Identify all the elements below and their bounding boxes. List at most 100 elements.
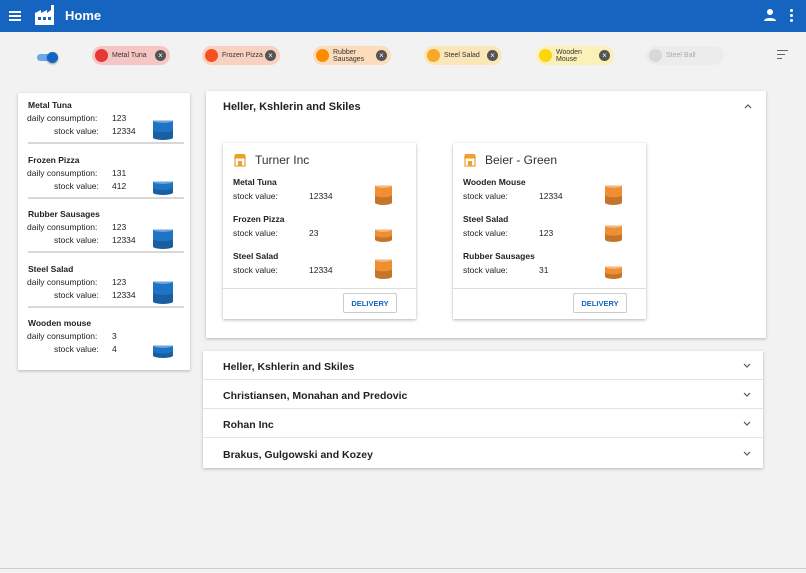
product-name: Rubber Sausages: [463, 251, 535, 261]
stock-item: Wooden mouse daily consumption: 3 stock val…: [18, 318, 190, 372]
close-icon[interactable]: ×: [487, 50, 498, 61]
chip-color-dot: [427, 49, 440, 62]
filter-list-icon[interactable]: [777, 50, 788, 59]
divider: [0, 568, 806, 569]
filter-chip[interactable]: Rubber Sausages ×: [313, 46, 391, 65]
divider: [453, 288, 646, 289]
chip-label: Wooden Mouse: [556, 48, 582, 63]
accordion-title: Brakus, Gulgowski and Kozey: [223, 448, 373, 461]
accordion-title: Rohan Inc: [223, 419, 274, 432]
divider: [28, 251, 184, 253]
close-icon[interactable]: ×: [155, 50, 166, 61]
chip-color-dot: [539, 49, 552, 62]
stock-item-name: Frozen Pizza: [28, 154, 80, 165]
chip-label: Metal Tuna: [112, 52, 147, 59]
stock-level-icon: [153, 227, 173, 254]
daily-consumption-label: daily consumption:: [27, 276, 98, 287]
accordion-title: Christiansen, Monahan and Predovic: [223, 390, 408, 403]
product-row: Steel Salad stock value: 12334: [223, 251, 416, 285]
product-row: Frozen Pizza stock value: 23: [223, 214, 416, 248]
chevron-down-icon[interactable]: [743, 451, 751, 457]
stock-value-label: stock value:: [233, 265, 278, 275]
filter-chip[interactable]: Steel Salad ×: [424, 46, 502, 65]
delivery-button[interactable]: DELIVERY: [573, 293, 627, 313]
filter-chip[interactable]: Metal Tuna ×: [92, 46, 170, 65]
filter-chip[interactable]: Frozen Pizza ×: [202, 46, 280, 65]
stock-item: Metal Tuna daily consumption: 123 stock val…: [18, 100, 190, 154]
stock-value-label: stock value:: [54, 289, 99, 300]
stock-level-icon: [153, 278, 173, 309]
menu-icon[interactable]: [9, 9, 21, 23]
store-icon: [234, 154, 246, 167]
stock-item: Steel Salad daily consumption: 123 stock va…: [18, 264, 190, 318]
chip-color-dot: [316, 49, 329, 62]
stock-value-label: stock value:: [233, 191, 278, 201]
filter-toggle[interactable]: [37, 51, 59, 63]
accordion-item[interactable]: Rohan Inc: [203, 409, 763, 439]
stock-level-icon: [605, 264, 622, 284]
chip-color-dot: [649, 49, 662, 62]
daily-consumption-label: daily consumption:: [27, 167, 98, 178]
app-bar: Home: [0, 0, 806, 32]
daily-consumption-value: 131: [112, 167, 127, 178]
stock-value: 12334: [112, 126, 136, 136]
stock-item-name: Rubber Sausages: [28, 209, 100, 219]
stock-level-icon: [375, 227, 392, 247]
divider: [28, 196, 184, 199]
stock-value: 12334: [112, 289, 136, 300]
daily-consumption-value: 123: [112, 113, 127, 123]
stock-value: 4: [112, 344, 117, 354]
accordion-item[interactable]: Brakus, Gulgowski and Kozey: [203, 439, 763, 468]
chip-color-dot: [95, 49, 108, 62]
chip-label: Steel Ball: [666, 52, 696, 59]
stock-level-icon: [153, 178, 173, 200]
product-row: Wooden Mouse stock value: 12334: [453, 177, 646, 211]
divider: [28, 305, 184, 308]
shop-card: Beier - Green Wooden Mouse stock value: 123…: [453, 143, 646, 319]
shop-card: Turner Inc Metal Tuna stock value: 12334 Fro…: [223, 143, 416, 319]
filter-chip[interactable]: Steel Ball: [646, 46, 724, 65]
stock-value: 412: [112, 180, 127, 191]
divider: [28, 142, 184, 144]
stock-value-label: stock value:: [54, 344, 99, 354]
daily-consumption-value: 123: [112, 222, 127, 232]
stock-value: 12334: [309, 265, 333, 275]
chip-label: Frozen Pizza: [222, 52, 263, 59]
chevron-down-icon[interactable]: [743, 421, 751, 427]
accordion-title: Heller, Kshlerin and Skiles: [223, 361, 355, 373]
stock-item: Rubber Sausages daily consumption: 123 stoc…: [18, 209, 190, 263]
shop-name: Beier - Green: [485, 153, 558, 167]
stock-value: 31: [539, 265, 549, 275]
filter-chip[interactable]: Wooden Mouse ×: [536, 46, 614, 65]
close-icon[interactable]: ×: [599, 50, 610, 61]
account-icon[interactable]: [763, 8, 777, 22]
chevron-up-icon[interactable]: [744, 103, 752, 109]
stock-level-icon: [375, 183, 392, 210]
stock-value-label: stock value:: [54, 235, 99, 245]
chevron-down-icon[interactable]: [743, 392, 751, 398]
accordion-item[interactable]: Christiansen, Monahan and Predovic: [203, 380, 763, 410]
product-name: Metal Tuna: [233, 177, 277, 187]
chip-label: Rubber Sausages: [333, 48, 365, 63]
close-icon[interactable]: ×: [376, 50, 387, 61]
product-name: Steel Salad: [233, 251, 279, 261]
stock-value-label: stock value:: [54, 180, 99, 191]
page-title: Home: [65, 8, 102, 23]
product-name: Wooden Mouse: [463, 177, 526, 187]
stock-item: Frozen Pizza daily consumption: 131 stock v…: [18, 155, 190, 209]
close-icon[interactable]: ×: [265, 50, 276, 61]
stock-value-label: stock value:: [233, 228, 278, 238]
accordion-title[interactable]: Heller, Kshlerin and Skiles: [223, 101, 361, 113]
daily-consumption-value: 3: [112, 331, 117, 341]
delivery-button[interactable]: DELIVERY: [343, 293, 397, 313]
more-vert-icon[interactable]: [790, 9, 794, 23]
accordion-item[interactable]: Heller, Kshlerin and Skiles: [203, 351, 763, 380]
stock-item-name: Steel Salad: [28, 263, 74, 274]
chevron-down-icon[interactable]: [743, 363, 751, 369]
stock-level-icon: [375, 257, 392, 284]
stock-value: 12334: [112, 235, 136, 245]
daily-consumption-value: 123: [112, 276, 127, 287]
divider: [223, 288, 416, 289]
stock-item-name: Metal Tuna: [28, 100, 72, 110]
stock-value-label: stock value:: [54, 126, 99, 136]
